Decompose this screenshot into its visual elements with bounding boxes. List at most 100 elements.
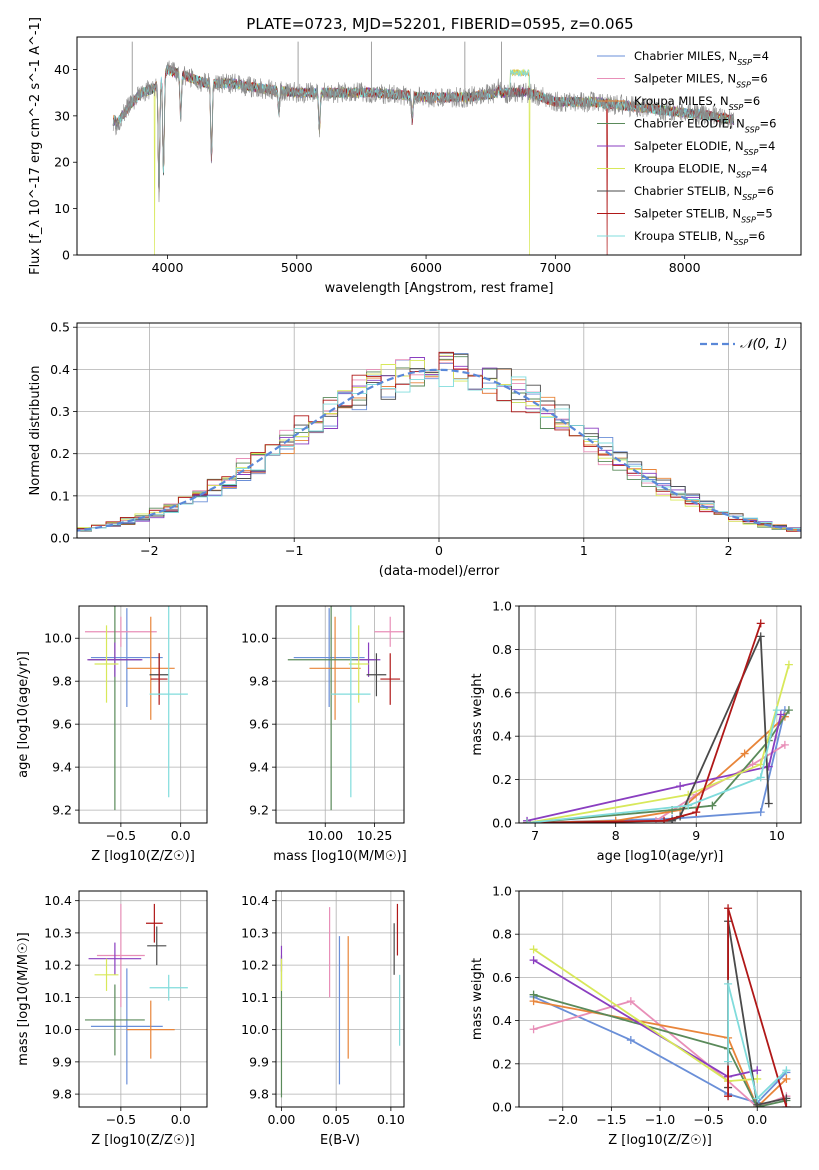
legend-nssp-value: =6 <box>760 117 777 131</box>
error-bar-point <box>87 642 143 677</box>
plus-marker <box>529 990 538 999</box>
series-line <box>527 623 762 823</box>
series-line <box>527 636 770 823</box>
model-spectrum-line <box>112 64 735 191</box>
legend-nssp-subscript: SSP <box>736 170 751 179</box>
x-tick-label: −2.0 <box>548 1112 578 1127</box>
error-bar-point <box>147 926 167 966</box>
legend-model-name: Kroupa STELIB <box>634 229 718 243</box>
x-tick-label: 4000 <box>152 260 184 275</box>
legend-nssp-subscript: SSP <box>734 238 749 247</box>
legend-model-name: Salpeter STELIB <box>634 207 725 221</box>
error-bar-point <box>90 608 163 707</box>
error-bar-point <box>374 616 404 647</box>
legend-nssp-label: , N <box>721 49 737 63</box>
legend-nssp-value: =5 <box>756 207 773 221</box>
x-tick-label: 10 <box>769 828 785 843</box>
x-axis-label: Z [log10(Z/Z☉)] <box>91 849 195 864</box>
plot-area <box>84 903 188 1085</box>
y-tick-label: 9.6 <box>52 717 72 732</box>
error-bar-point <box>331 606 371 798</box>
x-tick-label: 1 <box>580 543 588 558</box>
mass-weight-vs-age-panel: 7 8 9 10 0.0 0.2 0.4 0.6 0.8 1.0 age [log10(age/yr… <box>470 599 802 864</box>
series-line <box>533 993 787 1107</box>
x-tick-label: 0.0 <box>747 1112 767 1127</box>
x-tick-label: −2 <box>140 543 158 558</box>
plus-marker <box>784 706 793 715</box>
y-tick-label: 10.2 <box>241 958 269 973</box>
plus-marker <box>676 782 685 791</box>
plus-marker <box>523 819 532 823</box>
y-tick-label: 9.4 <box>52 760 72 775</box>
axes-frame <box>518 890 802 1108</box>
error-bar-point <box>126 1000 175 1059</box>
legend-model-name: Kroupa ELODIE <box>634 162 720 176</box>
y-axis-label: mass weight <box>470 958 485 1040</box>
y-tick-label: 10.1 <box>241 990 269 1005</box>
y-axis-label: age [log10(age/yr)] <box>16 651 31 778</box>
x-tick-label: 0.05 <box>322 1112 350 1127</box>
residual-histogram-panel: −2 −1 0 1 2 0.0 0.1 0.2 0.3 0.4 0.5 (data-model)/er… <box>28 320 802 579</box>
mass-weight-series <box>523 706 781 823</box>
y-tick-label: 10.4 <box>241 893 269 908</box>
plus-marker <box>626 1036 635 1045</box>
legend-nssp-subscript: SSP <box>741 215 756 224</box>
axes-frame <box>275 890 405 1108</box>
y-tick-label: 0.8 <box>492 642 512 657</box>
x-tick-label: −1.5 <box>596 1112 626 1127</box>
legend-nssp-label: , N <box>726 184 742 198</box>
y-tick-label: 0.4 <box>50 362 70 377</box>
legend-entry: Salpeter STELIB, NSSP=5 <box>634 207 773 225</box>
y-tick-label: 0.6 <box>492 685 512 700</box>
observed-spectrum-line <box>112 60 735 203</box>
legend-model-name: Salpeter MILES <box>634 72 720 86</box>
x-tick-label: 10.00 <box>307 828 343 843</box>
legend-nssp-subscript: SSP <box>736 80 751 89</box>
error-bar-point <box>380 653 401 705</box>
legend-entry: Kroupa ELODIE, NSSP=4 <box>634 162 768 180</box>
plus-marker <box>692 808 701 817</box>
plot-area <box>287 606 404 811</box>
y-tick-label: 10.2 <box>44 958 72 973</box>
x-axis-label: wavelength [Angstrom, rest frame] <box>325 281 554 296</box>
x-axis-label: mass [log10(M/M☉)] <box>273 849 406 864</box>
x-axis-label: Z [log10(Z/Z☉)] <box>608 1133 712 1148</box>
legend-nssp-subscript: SSP <box>729 103 744 112</box>
legend-entry: Kroupa STELIB, NSSP=6 <box>634 229 765 247</box>
legend-entry: Salpeter ELODIE, NSSP=4 <box>634 139 775 157</box>
legend-model-name: Kroupa MILES <box>634 94 713 108</box>
x-tick-label: 0 <box>435 543 443 558</box>
y-tick-label: 0.1 <box>50 488 70 503</box>
legend-nssp-value: =6 <box>757 184 774 198</box>
plus-marker <box>756 808 765 817</box>
x-axis-label: Z [log10(Z/Z☉)] <box>91 1133 195 1148</box>
legend-nssp-subscript: SSP <box>744 148 759 157</box>
y-tick-label: 9.8 <box>52 1087 72 1102</box>
legend-nssp-value: =4 <box>758 139 775 153</box>
plot-area <box>523 619 793 823</box>
spectrum-panel: 4000 5000 6000 7000 8000 0 10 20 30 40 wavelength … <box>28 17 802 296</box>
plus-marker <box>756 632 765 641</box>
plus-marker <box>780 740 789 749</box>
series-line <box>533 948 758 1083</box>
error-bar-point <box>84 984 145 1056</box>
x-tick-label: 10.25 <box>357 828 393 843</box>
plus-marker <box>529 945 538 954</box>
y-tick-label: 0.5 <box>50 320 70 335</box>
legend-nssp-subscript: SSP <box>742 193 757 202</box>
legend-nssp-value: =6 <box>748 229 765 243</box>
x-tick-label: 7 <box>531 828 539 843</box>
legend-entry: Chabrier ELODIE, NSSP=6 <box>634 117 776 135</box>
series-line <box>527 709 778 823</box>
x-axis-label: E(B-V) <box>320 1133 360 1148</box>
plus-marker <box>753 1094 762 1103</box>
y-tick-label: 0.4 <box>492 1013 512 1028</box>
x-tick-label: 0.10 <box>377 1112 405 1127</box>
y-tick-label: 20 <box>54 155 70 170</box>
y-tick-label: 0.0 <box>50 531 70 546</box>
x-tick-label: −0.5 <box>693 1112 723 1127</box>
x-tick-label: 8 <box>612 828 620 843</box>
x-tick-label: −0.5 <box>106 828 136 843</box>
y-tick-label: 10.0 <box>44 631 72 646</box>
